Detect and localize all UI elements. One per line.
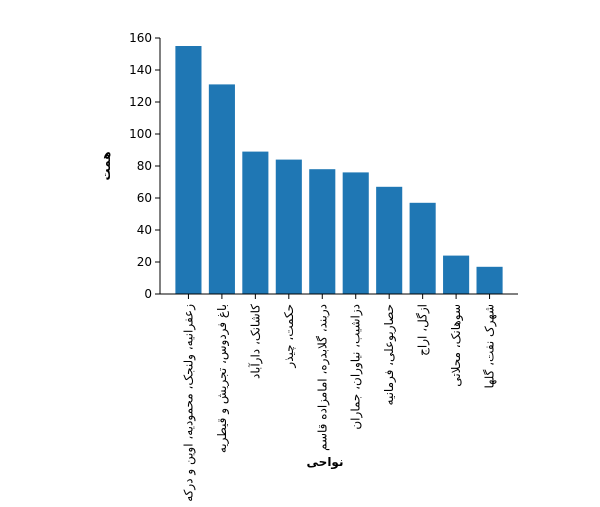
y-tick-label: 120 bbox=[129, 95, 152, 109]
x-axis-label: نواحی bbox=[307, 455, 344, 470]
y-axis-label: همت bbox=[99, 151, 113, 180]
y-tick-label: 140 bbox=[129, 63, 152, 77]
bar bbox=[208, 84, 235, 295]
y-tick-label: 160 bbox=[129, 31, 152, 45]
x-tick-label: کاشانک، دارآباد bbox=[247, 304, 263, 379]
bar bbox=[342, 172, 369, 294]
x-tick-label: حصاربوعلی، فرمانیه bbox=[382, 304, 397, 405]
bar bbox=[376, 186, 403, 294]
x-tick-label: زعفرانیه، ولنجک، محمودیه، اوین و درکه bbox=[181, 304, 196, 502]
x-tick-label: باغ فردوس، تجریش و قیطریه bbox=[215, 304, 230, 453]
x-tick-label: سوهانک، محلاتی bbox=[449, 304, 464, 387]
bar bbox=[443, 255, 470, 294]
bar bbox=[275, 159, 302, 294]
y-tick-label: 20 bbox=[137, 255, 152, 269]
x-tick-label: دربند، گلابدره، امامزاده قاسم bbox=[315, 304, 330, 451]
x-tick-label: حکمت، چیذر bbox=[282, 304, 297, 369]
y-tick-label: 80 bbox=[137, 159, 152, 173]
bar bbox=[242, 151, 269, 294]
bar bbox=[409, 202, 436, 294]
x-tick-label: شهرک نفت، گلها bbox=[483, 304, 498, 389]
bar bbox=[309, 169, 336, 294]
bar bbox=[175, 46, 202, 294]
x-tick-label: دزاشیب، نیاوران، جماران bbox=[349, 304, 364, 430]
bar bbox=[476, 266, 503, 294]
y-tick-label: 40 bbox=[137, 223, 152, 237]
x-tick-label: ازگل، اراج bbox=[416, 304, 431, 356]
y-tick-label: 0 bbox=[144, 287, 152, 301]
y-tick-label: 100 bbox=[129, 127, 152, 141]
y-tick-label: 60 bbox=[137, 191, 152, 205]
